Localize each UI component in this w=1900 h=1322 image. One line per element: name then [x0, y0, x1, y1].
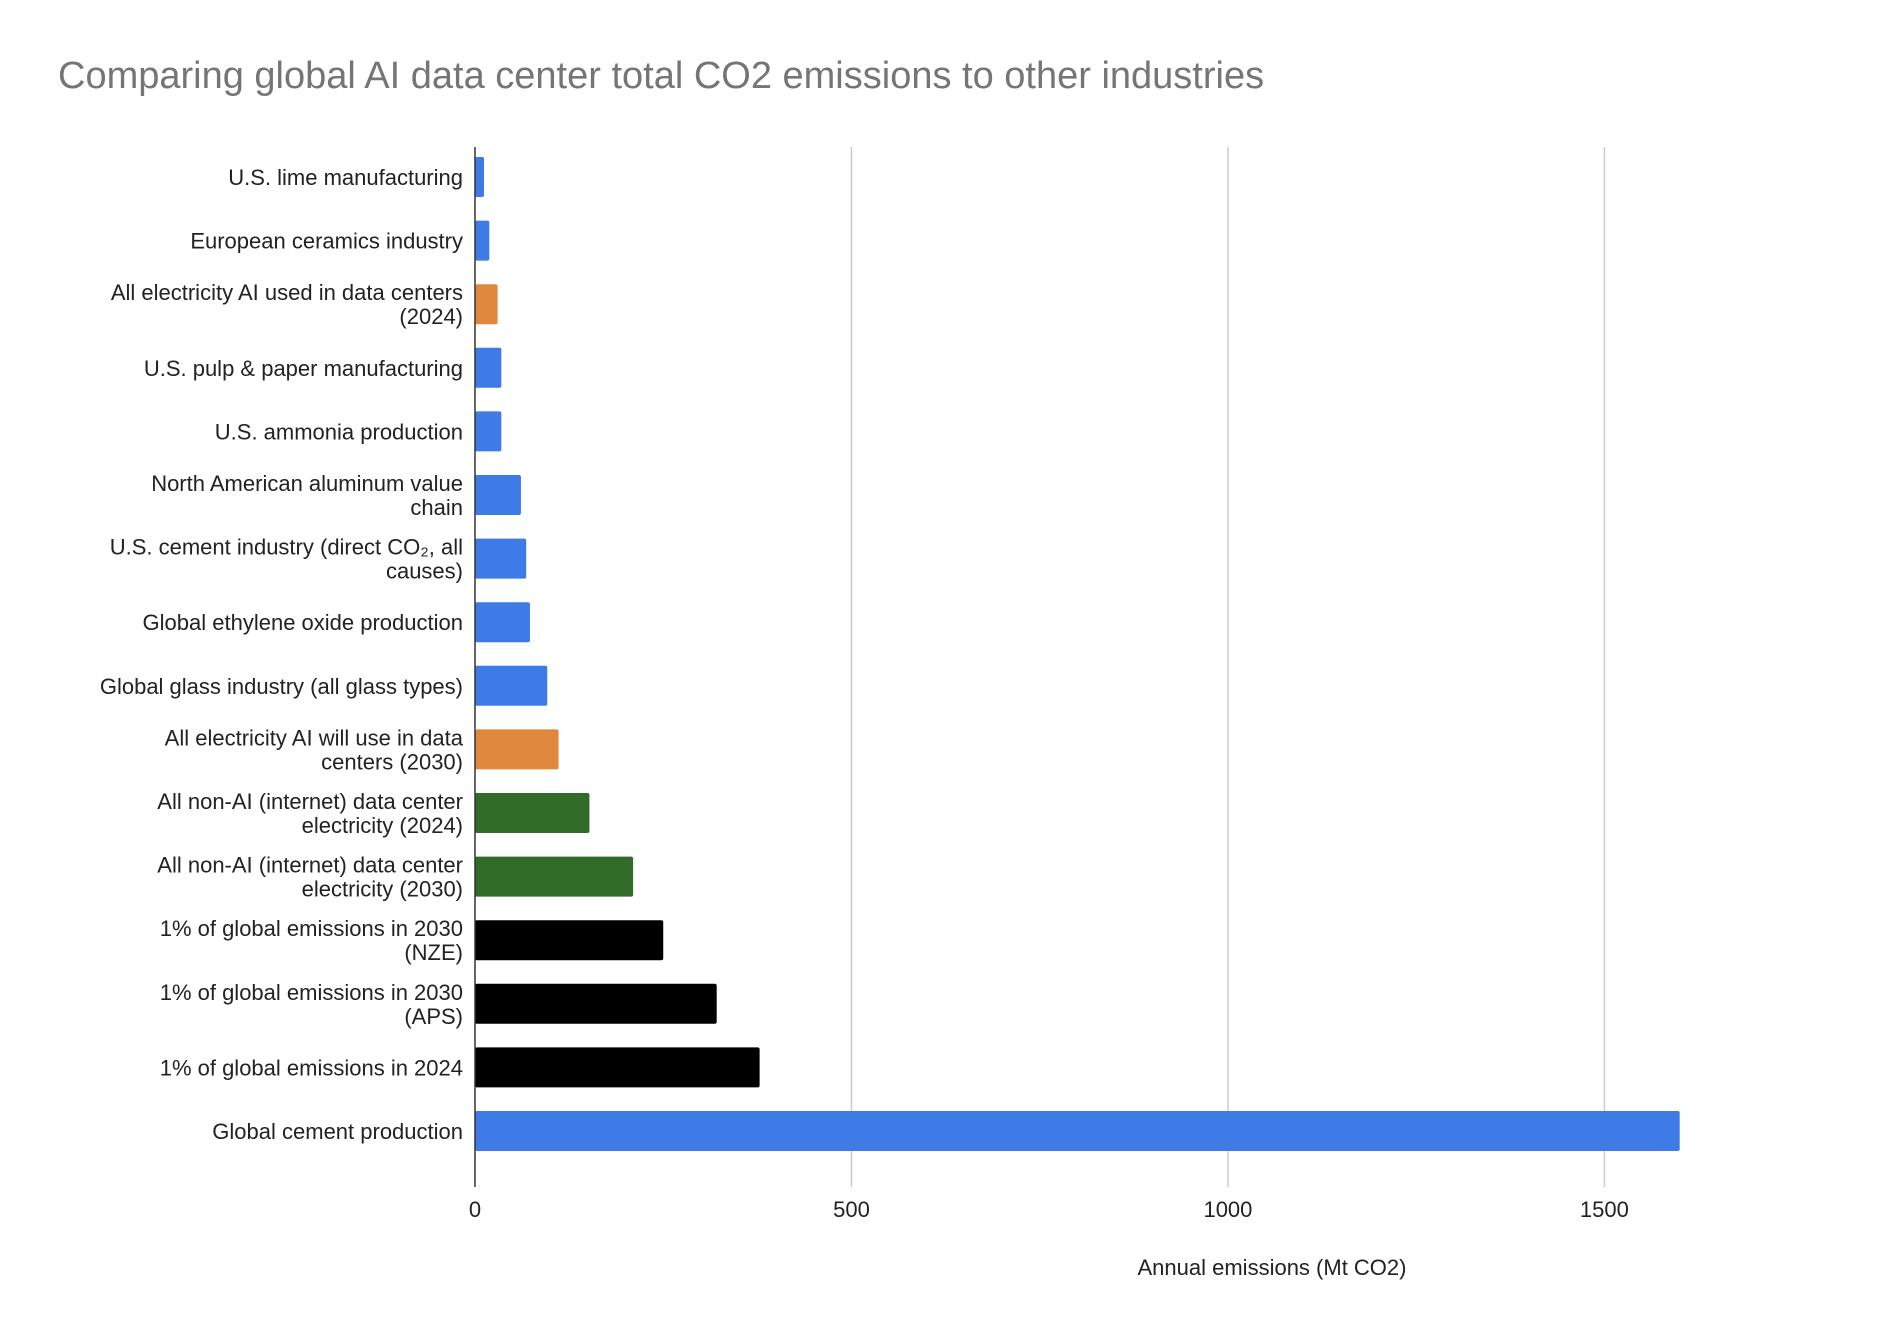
- category-label: U.S. pulp & paper manufacturing: [144, 356, 463, 381]
- x-axis-title: Annual emissions (Mt CO2): [1138, 1255, 1407, 1280]
- x-tick-label: 0: [469, 1197, 481, 1222]
- bar: [475, 665, 548, 706]
- bar: [475, 729, 559, 770]
- category-label: European ceramics industry: [190, 229, 463, 254]
- bar: [475, 602, 530, 643]
- category-label: All electricity AI used in data centers(…: [111, 280, 463, 329]
- category-label: 1% of global emissions in 2024: [160, 1055, 463, 1080]
- bar: [475, 157, 485, 197]
- category-label: All non-AI (internet) data center electri…: [157, 789, 463, 838]
- category-label: 1% of global emissions in 2030 (NZE): [160, 916, 463, 965]
- x-tick-labels: 0 500 1000 1500: [469, 1197, 1629, 1222]
- bar: [475, 983, 717, 1024]
- bar: [475, 920, 664, 961]
- category-label: Global cement production: [212, 1119, 463, 1144]
- x-tick-label: 500: [833, 1197, 870, 1222]
- bar: [475, 411, 502, 452]
- category-label: All non-AI (internet) data center electri…: [157, 853, 463, 902]
- category-label: North American aluminum value chain: [151, 471, 463, 520]
- bar: [475, 347, 502, 388]
- bar: [475, 793, 590, 833]
- category-labels: U.S. lime manufacturing European ceramics…: [100, 165, 464, 1144]
- category-label: 1% of global emissions in 2030 (APS): [160, 980, 463, 1029]
- category-label: Global ethylene oxide production: [143, 610, 463, 635]
- bar: [475, 1111, 1680, 1151]
- category-label: Global glass industry (all glass types): [100, 674, 463, 699]
- bar: [475, 475, 521, 515]
- category-label: U.S. cement industry (direct CO₂, all cau…: [110, 535, 463, 584]
- category-label: U.S. ammonia production: [215, 419, 463, 444]
- gridlines: [850, 147, 1606, 1187]
- category-label: U.S. lime manufacturing: [228, 165, 463, 190]
- bar: [475, 538, 527, 579]
- bar: [475, 856, 634, 897]
- bar: [475, 284, 498, 325]
- x-tick-label: 1500: [1580, 1197, 1629, 1222]
- bar: [475, 220, 490, 261]
- bar: [475, 1047, 760, 1088]
- bars: [475, 157, 1680, 1151]
- category-label: All electricity AI will use in data cente…: [165, 725, 464, 774]
- x-tick-label: 1000: [1203, 1197, 1252, 1222]
- chart-title: Comparing global AI data center total CO…: [58, 55, 1265, 97]
